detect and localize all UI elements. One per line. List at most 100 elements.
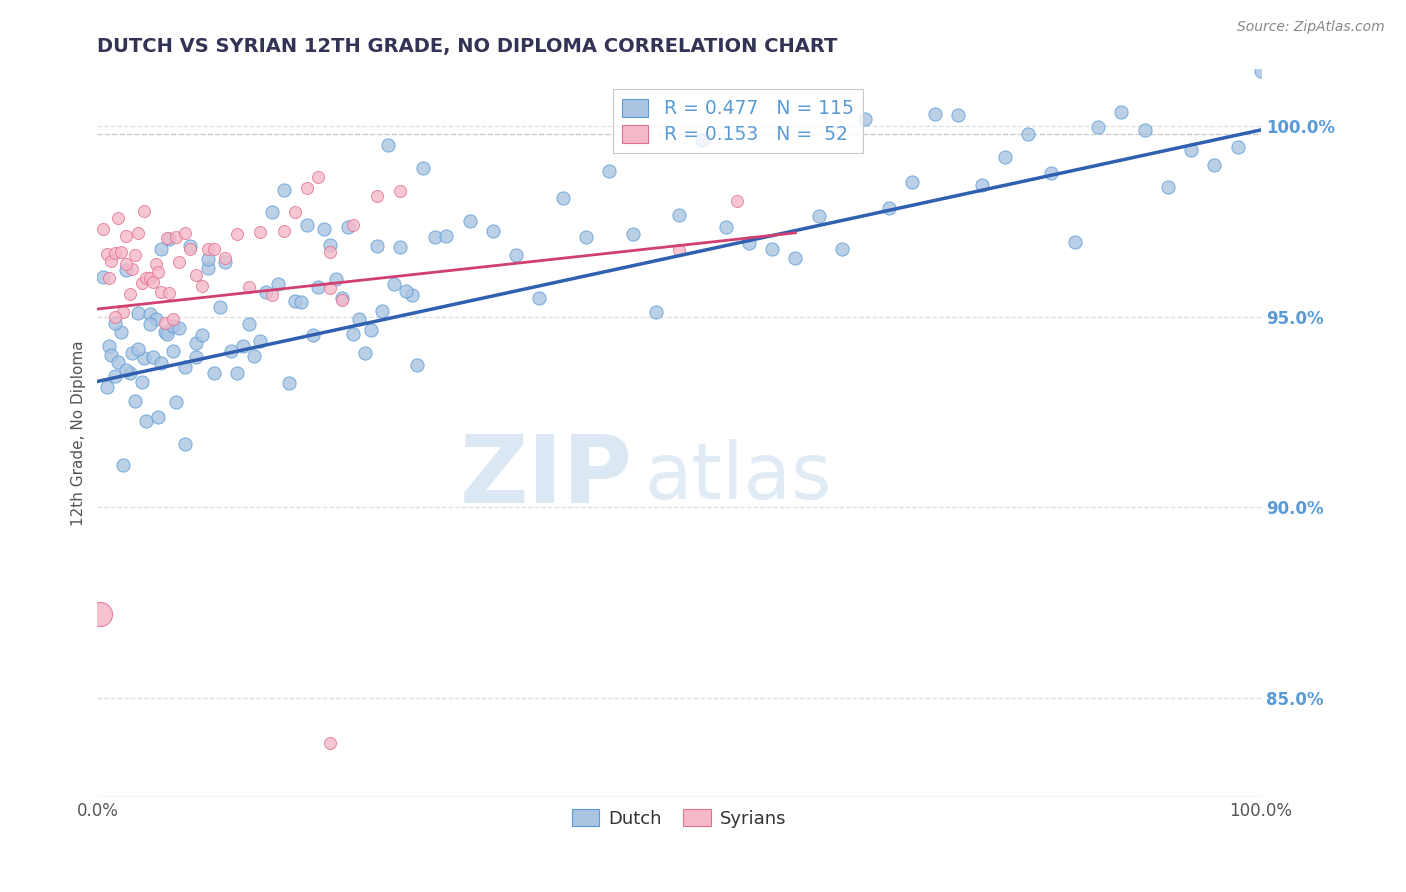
Point — [162, 319, 184, 334]
Point — [202, 242, 225, 256]
Point — [371, 303, 394, 318]
Point — [238, 317, 260, 331]
Point — [319, 245, 342, 260]
Point — [243, 349, 266, 363]
Point — [173, 226, 195, 240]
Point — [668, 207, 690, 221]
Point — [96, 380, 118, 394]
Point — [901, 175, 924, 189]
Point — [238, 280, 260, 294]
Text: Source: ZipAtlas.com: Source: ZipAtlas.com — [1237, 20, 1385, 34]
Point — [127, 226, 149, 240]
Point — [295, 181, 318, 195]
Point — [179, 239, 201, 253]
Point — [273, 224, 295, 238]
Point — [232, 339, 254, 353]
Point — [249, 334, 271, 349]
Point — [1157, 180, 1180, 194]
Point — [1250, 63, 1272, 78]
Point — [307, 279, 329, 293]
Point — [98, 338, 121, 352]
Point — [395, 284, 418, 298]
Point — [644, 305, 666, 319]
Point — [970, 178, 993, 193]
Point — [115, 263, 138, 277]
Point — [197, 242, 219, 256]
Point — [319, 281, 342, 295]
Point — [714, 220, 737, 235]
Point — [127, 342, 149, 356]
Point — [104, 245, 127, 260]
Point — [725, 194, 748, 209]
Point — [412, 161, 434, 176]
Point — [301, 328, 323, 343]
Point — [208, 301, 231, 315]
Point — [761, 242, 783, 256]
Point — [131, 276, 153, 290]
Point — [366, 189, 388, 203]
Point — [336, 219, 359, 234]
Point — [138, 271, 160, 285]
Point — [118, 366, 141, 380]
Point — [330, 293, 353, 307]
Point — [388, 240, 411, 254]
Y-axis label: 12th Grade, No Diploma: 12th Grade, No Diploma — [72, 340, 86, 525]
Point — [831, 242, 853, 256]
Point — [1133, 123, 1156, 137]
Point — [150, 242, 173, 256]
Point — [142, 275, 165, 289]
Point — [153, 326, 176, 340]
Point — [162, 343, 184, 358]
Point — [131, 375, 153, 389]
Point — [1087, 120, 1109, 134]
Point — [115, 257, 138, 271]
Point — [877, 201, 900, 215]
Point — [124, 393, 146, 408]
Point — [319, 238, 342, 252]
Point — [284, 294, 307, 309]
Point — [1017, 128, 1039, 142]
Point — [98, 271, 121, 285]
Point — [482, 224, 505, 238]
Point — [202, 366, 225, 380]
Point — [668, 243, 690, 257]
Point — [100, 254, 122, 268]
Point — [197, 260, 219, 275]
Point — [115, 363, 138, 377]
Point — [342, 326, 364, 341]
Point — [156, 231, 179, 245]
Point — [162, 312, 184, 326]
Point — [127, 305, 149, 319]
Point — [273, 183, 295, 197]
Point — [458, 214, 481, 228]
Point — [388, 185, 411, 199]
Point — [138, 317, 160, 331]
Point — [295, 218, 318, 232]
Point — [260, 204, 283, 219]
Point — [598, 163, 620, 178]
Point — [89, 607, 111, 621]
Point — [325, 272, 347, 286]
Text: atlas: atlas — [644, 439, 832, 515]
Point — [406, 359, 429, 373]
Point — [167, 320, 190, 334]
Point — [150, 356, 173, 370]
Point — [423, 230, 446, 244]
Point — [319, 736, 342, 750]
Point — [150, 285, 173, 300]
Point — [132, 204, 155, 219]
Point — [191, 279, 214, 293]
Point — [267, 277, 290, 291]
Point — [377, 138, 399, 153]
Point — [785, 251, 807, 265]
Point — [110, 325, 132, 339]
Point — [159, 232, 181, 246]
Point — [167, 255, 190, 269]
Point — [191, 328, 214, 343]
Point — [146, 409, 169, 424]
Point — [807, 209, 830, 223]
Point — [111, 458, 134, 473]
Point — [186, 336, 208, 351]
Point — [186, 351, 208, 365]
Point — [1204, 157, 1226, 171]
